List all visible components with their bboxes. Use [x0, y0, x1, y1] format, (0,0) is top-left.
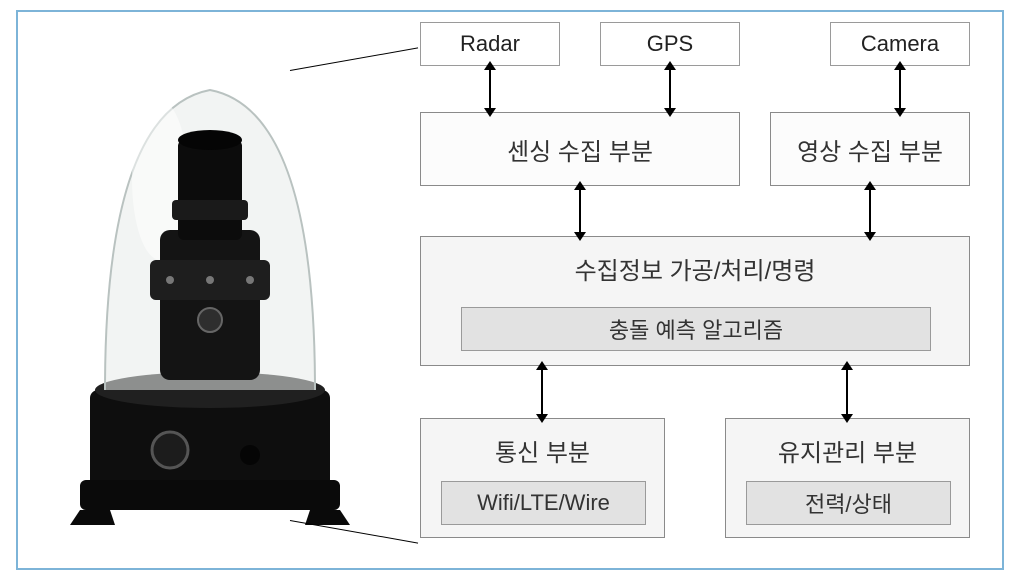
label: 센싱 수집 부분 [507, 132, 653, 167]
box-comm-inner: Wifi/LTE/Wire [441, 481, 646, 525]
connector-arrow [899, 68, 901, 110]
label: 통신 부분 [421, 433, 664, 468]
box-video: 영상 수집 부분 [770, 112, 970, 186]
box-process-inner: 충돌 예측 알고리즘 [461, 307, 931, 351]
box-camera: Camera [830, 22, 970, 66]
connector-arrow [869, 188, 871, 234]
label: 충돌 예측 알고리즘 [609, 313, 783, 345]
label: GPS [647, 31, 693, 57]
connector-arrow [489, 68, 491, 110]
label: Wifi/LTE/Wire [477, 490, 610, 516]
box-process: 수집정보 가공/처리/명령 충돌 예측 알고리즘 [420, 236, 970, 366]
label: 수집정보 가공/처리/명령 [421, 251, 969, 286]
label: 전력/상태 [805, 487, 892, 519]
connector-arrow [846, 368, 848, 416]
label: Radar [460, 31, 520, 57]
box-maint-inner: 전력/상태 [746, 481, 951, 525]
connector-arrow [541, 368, 543, 416]
device-illustration [60, 50, 360, 530]
connector-arrow [669, 68, 671, 110]
box-radar: Radar [420, 22, 560, 66]
box-sensing: 센싱 수집 부분 [420, 112, 740, 186]
connector-arrow [579, 188, 581, 234]
label: 영상 수집 부분 [797, 132, 943, 167]
box-comm: 통신 부분 Wifi/LTE/Wire [420, 418, 665, 538]
box-maint: 유지관리 부분 전력/상태 [725, 418, 970, 538]
label: 유지관리 부분 [726, 433, 969, 468]
box-gps: GPS [600, 22, 740, 66]
label: Camera [861, 31, 939, 57]
